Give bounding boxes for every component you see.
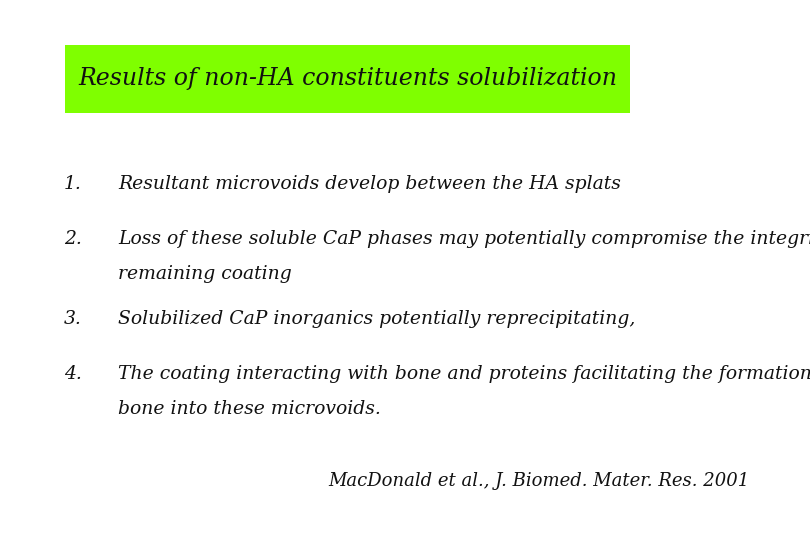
Text: 1.: 1. bbox=[64, 175, 82, 193]
Text: The coating interacting with bone and proteins facilitating the formation and en: The coating interacting with bone and pr… bbox=[118, 365, 810, 383]
Text: bone into these microvoids.: bone into these microvoids. bbox=[118, 400, 381, 418]
Text: 3.: 3. bbox=[64, 310, 82, 328]
Bar bbox=[65, 45, 630, 113]
Text: Resultant microvoids develop between the HA splats: Resultant microvoids develop between the… bbox=[118, 175, 621, 193]
Text: Results of non-HA constituents solubilization: Results of non-HA constituents solubiliz… bbox=[78, 68, 617, 91]
Text: MacDonald et al., J. Biomed. Mater. Res. 2001: MacDonald et al., J. Biomed. Mater. Res.… bbox=[329, 472, 750, 490]
Text: Solubilized CaP inorganics potentially reprecipitating,: Solubilized CaP inorganics potentially r… bbox=[118, 310, 635, 328]
Text: 4.: 4. bbox=[64, 365, 82, 383]
Text: Loss of these soluble CaP phases may potentially compromise the integrity of the: Loss of these soluble CaP phases may pot… bbox=[118, 230, 810, 248]
Text: remaining coating: remaining coating bbox=[118, 265, 292, 283]
Text: 2.: 2. bbox=[64, 230, 82, 248]
